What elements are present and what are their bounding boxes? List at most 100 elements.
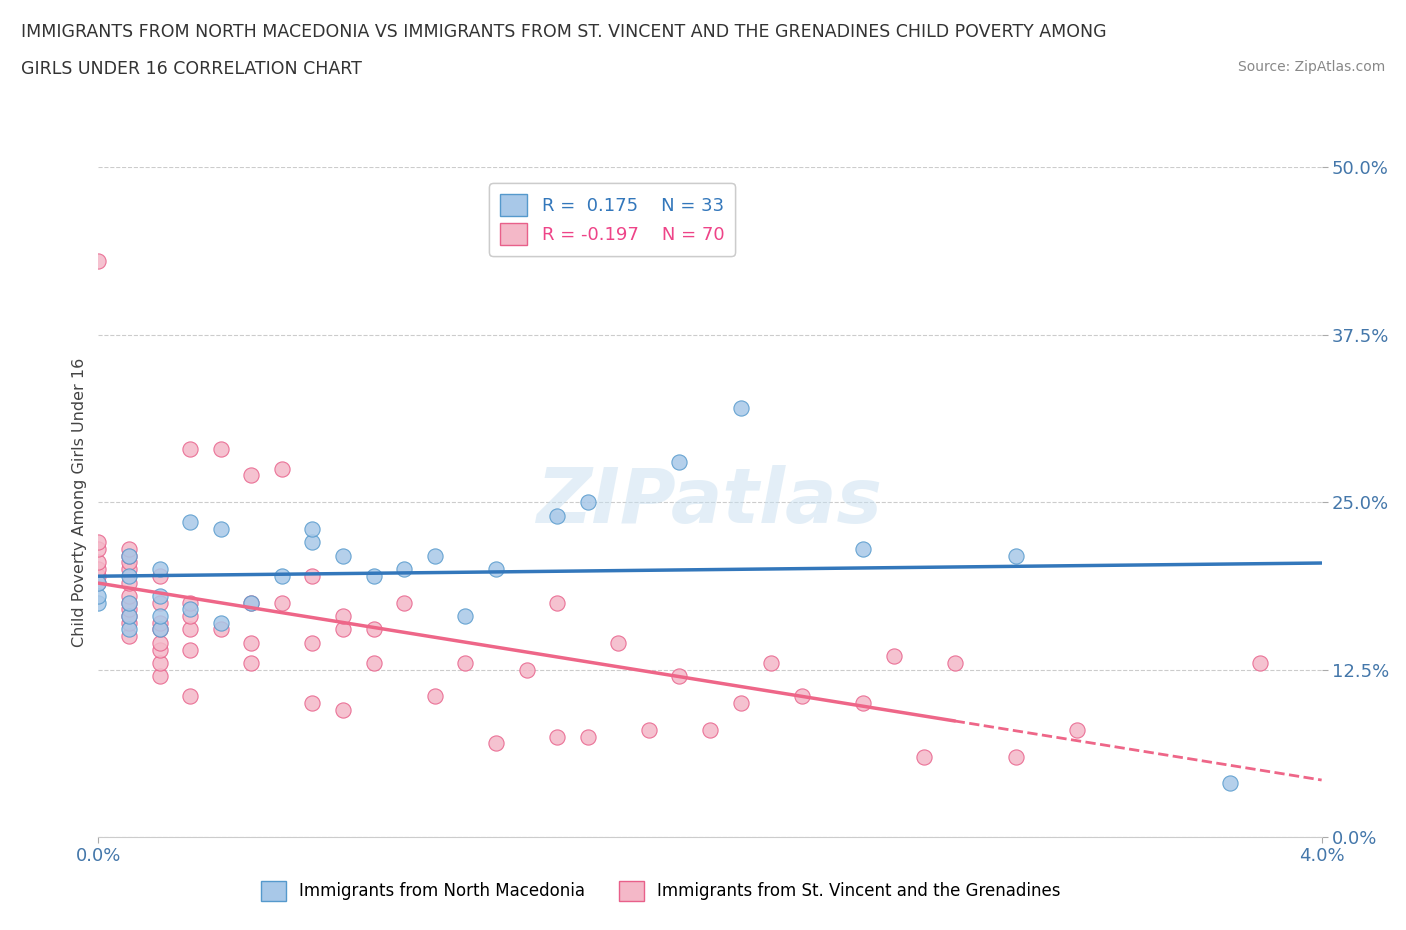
Point [363,656,385,671]
Point [118,608,141,623]
Point [392,562,416,577]
Point [149,635,172,650]
Point [637,723,661,737]
Point [576,729,599,744]
Point [87,589,110,604]
Point [1004,549,1026,564]
Point [240,595,263,610]
Point [118,568,141,583]
Point [118,541,141,556]
Point [332,608,354,623]
Point [87,535,110,550]
Point [1004,750,1026,764]
Point [87,562,110,577]
Point [423,689,446,704]
Point [149,616,172,631]
Point [87,575,110,590]
Point [730,401,752,416]
Point [546,508,568,523]
Point [516,662,538,677]
Point [943,656,966,671]
Point [209,522,232,537]
Point [363,568,385,583]
Point [118,549,141,564]
Point [118,602,141,617]
Point [118,555,141,570]
Point [332,549,354,564]
Point [179,602,201,617]
Point [209,441,232,456]
Point [332,702,354,717]
Point [118,629,141,644]
Point [179,515,201,530]
Point [363,622,385,637]
Point [87,555,110,570]
Point [118,575,141,590]
Point [179,441,201,456]
Point [118,549,141,564]
Point [852,696,875,711]
Point [87,568,110,583]
Point [301,635,323,650]
Point [240,635,263,650]
Point [118,595,141,610]
Point [790,689,813,704]
Point [301,522,323,537]
Point [118,608,141,623]
Point [1249,656,1271,671]
Text: Source: ZipAtlas.com: Source: ZipAtlas.com [1237,60,1385,74]
Point [149,568,172,583]
Point [209,622,232,637]
Point [118,595,141,610]
Point [87,575,110,590]
Point [270,461,294,476]
Point [240,656,263,671]
Point [485,562,508,577]
Point [240,595,263,610]
Point [332,622,354,637]
Point [454,656,477,671]
Point [1219,776,1241,790]
Text: ZIPatlas: ZIPatlas [537,465,883,539]
Point [149,622,172,637]
Point [149,595,172,610]
Point [699,723,721,737]
Legend: R =  0.175    N = 33, R = -0.197    N = 70: R = 0.175 N = 33, R = -0.197 N = 70 [489,183,735,256]
Point [270,568,294,583]
Point [149,589,172,604]
Point [87,595,110,610]
Point [240,468,263,483]
Point [118,589,141,604]
Point [209,616,232,631]
Point [179,608,201,623]
Point [546,729,568,744]
Y-axis label: Child Poverty Among Girls Under 16: Child Poverty Among Girls Under 16 [72,357,87,647]
Point [301,568,323,583]
Point [852,541,875,556]
Point [912,750,935,764]
Point [118,616,141,631]
Point [149,608,172,623]
Point [485,736,508,751]
Legend: Immigrants from North Macedonia, Immigrants from St. Vincent and the Grenadines: Immigrants from North Macedonia, Immigra… [254,874,1067,908]
Point [179,689,201,704]
Point [301,696,323,711]
Point [454,608,477,623]
Point [149,656,172,671]
Point [118,562,141,577]
Point [730,696,752,711]
Text: GIRLS UNDER 16 CORRELATION CHART: GIRLS UNDER 16 CORRELATION CHART [21,60,361,78]
Point [179,595,201,610]
Point [1066,723,1088,737]
Point [607,635,630,650]
Point [87,254,110,269]
Point [668,669,690,684]
Point [270,595,294,610]
Point [759,656,782,671]
Point [546,595,568,610]
Point [576,495,599,510]
Point [87,541,110,556]
Point [668,455,690,470]
Point [149,562,172,577]
Point [149,669,172,684]
